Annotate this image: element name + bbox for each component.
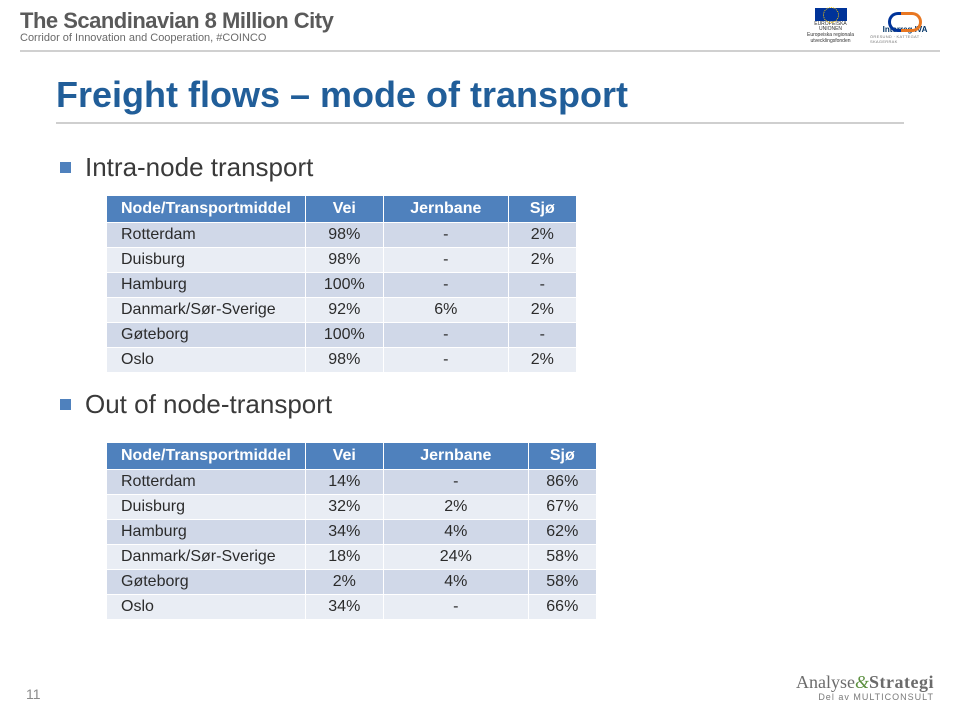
logo-word-2: Strategi	[869, 672, 934, 692]
col-node: Node/Transportmiddel	[107, 443, 306, 470]
table-row: Duisburg32%2%67%	[107, 495, 597, 520]
table-row: Rotterdam98%-2%	[107, 223, 577, 248]
logo-sub-line: Del av MULTICONSULT	[796, 693, 934, 702]
col-node: Node/Transportmiddel	[107, 196, 306, 223]
slide-title: Freight flows – mode of transport	[56, 74, 904, 116]
title-underline	[56, 122, 904, 124]
slide-content: Freight flows – mode of transport Intra-…	[0, 52, 960, 620]
title-block: The Scandinavian 8 Million City Corridor…	[20, 8, 333, 44]
interreg-sub: ÖRESUND · KATTEGAT · SKAGERRAK	[870, 34, 940, 44]
table-row: Rotterdam14%-86%	[107, 470, 597, 495]
table-body: Rotterdam98%-2% Duisburg98%-2% Hamburg10…	[107, 223, 577, 373]
table-row: Oslo98%-2%	[107, 348, 577, 373]
table-header-row: Node/Transportmiddel Vei Jernbane Sjø	[107, 443, 597, 470]
eu-flag-icon	[815, 8, 847, 21]
interreg-swirl-icon	[888, 8, 922, 25]
table-row: Gøteborg100%--	[107, 323, 577, 348]
eu-label-3: utvecklingsfonden	[810, 39, 850, 44]
col-sjo: Sjø	[508, 196, 576, 223]
logo-ampersand: &	[855, 672, 869, 692]
page-number: 11	[26, 686, 41, 702]
header-main-title: The Scandinavian 8 Million City	[20, 8, 333, 34]
table-row: Hamburg34%4%62%	[107, 520, 597, 545]
interreg-logo: Interreg IVA ÖRESUND · KATTEGAT · SKAGER…	[870, 8, 940, 44]
bullet-2: Out of node-transport	[60, 389, 904, 420]
slide-footer: 11 Analyse&Strategi Del av MULTICONSULT	[26, 673, 934, 702]
logo-word-1: Analyse	[796, 672, 855, 692]
table-row: Gøteborg2%4%58%	[107, 570, 597, 595]
table-row: Danmark/Sør-Sverige92%6%2%	[107, 298, 577, 323]
logo-group: EUROPEISKA UNIONEN Europeiska regionala …	[803, 8, 940, 44]
bullet-1-text: Intra-node transport	[85, 152, 313, 183]
bullet-1: Intra-node transport	[60, 152, 904, 183]
table-row: Danmark/Sør-Sverige18%24%58%	[107, 545, 597, 570]
eu-label-1: EUROPEISKA UNIONEN	[803, 22, 858, 32]
logo-top-line: Analyse&Strategi	[796, 673, 934, 691]
slide-header: The Scandinavian 8 Million City Corridor…	[0, 0, 960, 50]
col-vei: Vei	[305, 196, 383, 223]
bullet-square-icon	[60, 399, 71, 410]
bullet-square-icon	[60, 162, 71, 173]
eu-logo: EUROPEISKA UNIONEN Europeiska regionala …	[803, 8, 858, 44]
table-body: Rotterdam14%-86% Duisburg32%2%67% Hambur…	[107, 470, 597, 620]
col-sjo: Sjø	[528, 443, 596, 470]
table-intra-node: Node/Transportmiddel Vei Jernbane Sjø Ro…	[106, 195, 577, 373]
table-row: Duisburg98%-2%	[107, 248, 577, 273]
bullet-2-text: Out of node-transport	[85, 389, 332, 420]
col-vei: Vei	[305, 443, 383, 470]
table-header-row: Node/Transportmiddel Vei Jernbane Sjø	[107, 196, 577, 223]
col-jernbane: Jernbane	[383, 196, 508, 223]
table-out-of-node: Node/Transportmiddel Vei Jernbane Sjø Ro…	[106, 442, 597, 620]
table-row: Oslo34%-66%	[107, 595, 597, 620]
analyse-strategi-logo: Analyse&Strategi Del av MULTICONSULT	[796, 673, 934, 702]
col-jernbane: Jernbane	[383, 443, 528, 470]
table-row: Hamburg100%--	[107, 273, 577, 298]
